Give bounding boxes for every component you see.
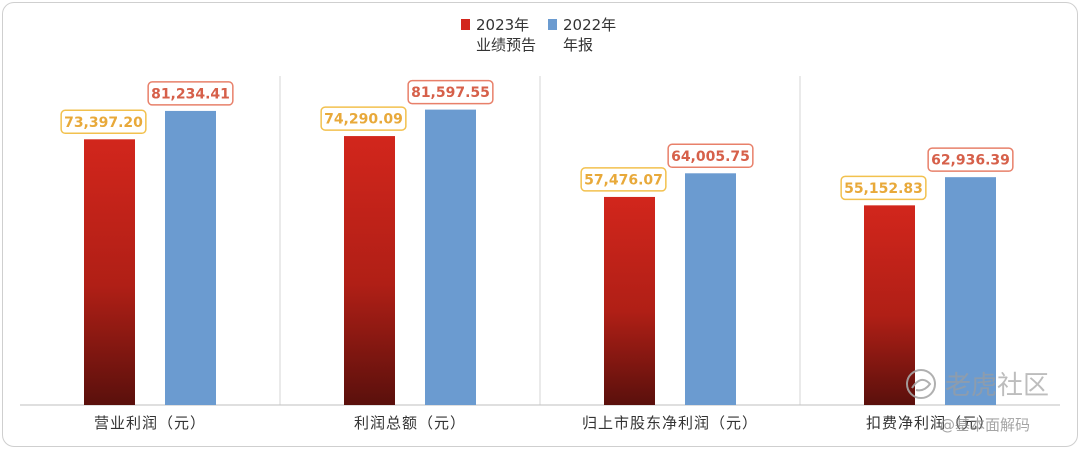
data-label: 81,234.41 (151, 86, 230, 102)
bar-2022 (685, 173, 736, 405)
data-label: 81,597.55 (411, 85, 490, 101)
bar-2023 (864, 205, 915, 405)
legend-swatch-2023 (461, 19, 470, 30)
category-labels: 营业利润（元） 利润总额（元） 归上市股东净利润（元） 扣费净利润（元） (94, 414, 994, 432)
data-label: 57,476.07 (584, 172, 663, 188)
data-label: 64,005.75 (671, 149, 750, 165)
data-label-box (60, 109, 147, 135)
tiger-logo-stripe (911, 378, 932, 392)
category-label: 归上市股东净利润（元） (582, 414, 758, 432)
value-labels: 73,397.20 81,234.41 74,290.09 81,597.55 57,4… (60, 79, 1014, 201)
category-label: 利润总额（元） (354, 414, 466, 432)
data-label-box (927, 147, 1014, 172)
legend-label-2023-line2: 业绩预告 (476, 36, 536, 54)
data-label: 55,152.83 (844, 181, 923, 197)
legend-swatch-2022 (548, 19, 557, 30)
data-label: 73,397.20 (64, 115, 143, 131)
category-label: 营业利润（元） (94, 414, 206, 432)
data-label: 62,936.39 (931, 153, 1010, 169)
data-label-box (147, 81, 234, 106)
bars (84, 109, 996, 406)
bar-2023 (604, 196, 655, 405)
bar-2023 (344, 136, 395, 405)
data-label-box (320, 106, 407, 131)
data-label: 74,290.09 (324, 112, 403, 128)
data-label-box (840, 175, 927, 201)
watermark-handle: @基本面解码 (940, 416, 1030, 434)
bar-2023 (84, 139, 135, 406)
bar-2022 (945, 177, 996, 405)
bar-2022 (425, 109, 476, 405)
data-label-box (407, 79, 494, 105)
category-separators (279, 76, 801, 405)
legend-label-2023-line1: 2023年 (476, 16, 529, 34)
watermark: 老虎社区 @基本面解码 (906, 369, 1049, 434)
bar-2022 (165, 110, 216, 406)
category-label: 扣费净利润（元） (866, 414, 994, 432)
legend-label-2022-line2: 年报 (563, 36, 593, 54)
data-label-box (580, 167, 667, 192)
watermark-brand: 老虎社区 (945, 371, 1049, 401)
legend-label-2022-line1: 2022年 (563, 16, 616, 34)
legend: 2023年 业绩预告 2022年 年报 (461, 16, 616, 54)
data-label-box (667, 143, 754, 169)
tiger-logo-icon (906, 369, 936, 399)
